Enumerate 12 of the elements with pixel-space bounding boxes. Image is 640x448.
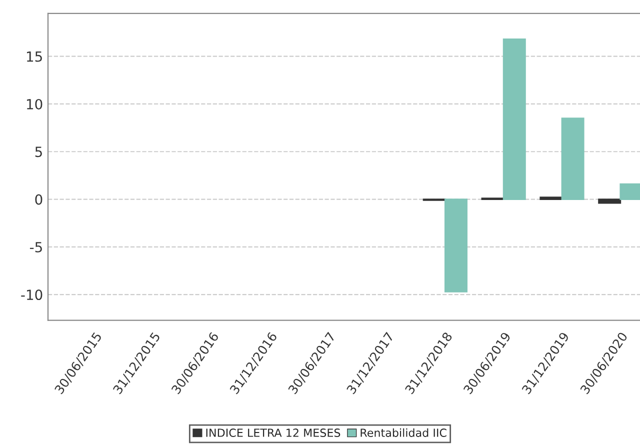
bar bbox=[561, 118, 584, 200]
y-tick-label: -5 bbox=[30, 242, 42, 252]
y-tick-label: 0 bbox=[35, 194, 42, 205]
y-tick-label: 5 bbox=[35, 146, 42, 158]
y-tick-label: -10 bbox=[21, 290, 42, 300]
y-tick-label: 10 bbox=[26, 98, 42, 110]
y-tick-label: 15 bbox=[26, 51, 42, 62]
bar bbox=[598, 198, 622, 204]
legend-label: INDICE LETRA 12 MESES bbox=[206, 428, 340, 437]
legend-label: Rentabilidad IIC bbox=[360, 428, 446, 437]
bar bbox=[444, 198, 468, 292]
bar bbox=[502, 38, 526, 200]
